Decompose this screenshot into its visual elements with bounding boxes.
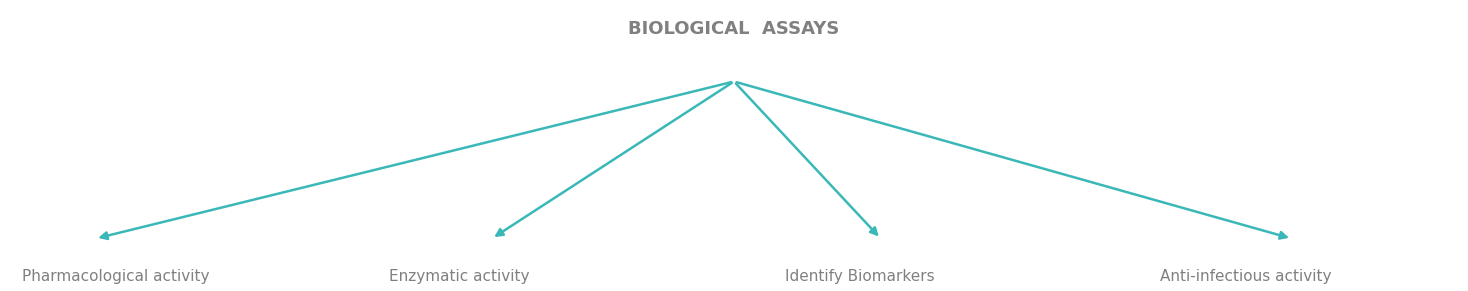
Text: Anti-infectious activity: Anti-infectious activity (1160, 269, 1331, 284)
Text: Pharmacological activity: Pharmacological activity (22, 269, 210, 284)
Text: Identify Biomarkers: Identify Biomarkers (785, 269, 935, 284)
Text: BIOLOGICAL  ASSAYS: BIOLOGICAL ASSAYS (628, 20, 840, 38)
Text: Enzymatic activity: Enzymatic activity (389, 269, 530, 284)
